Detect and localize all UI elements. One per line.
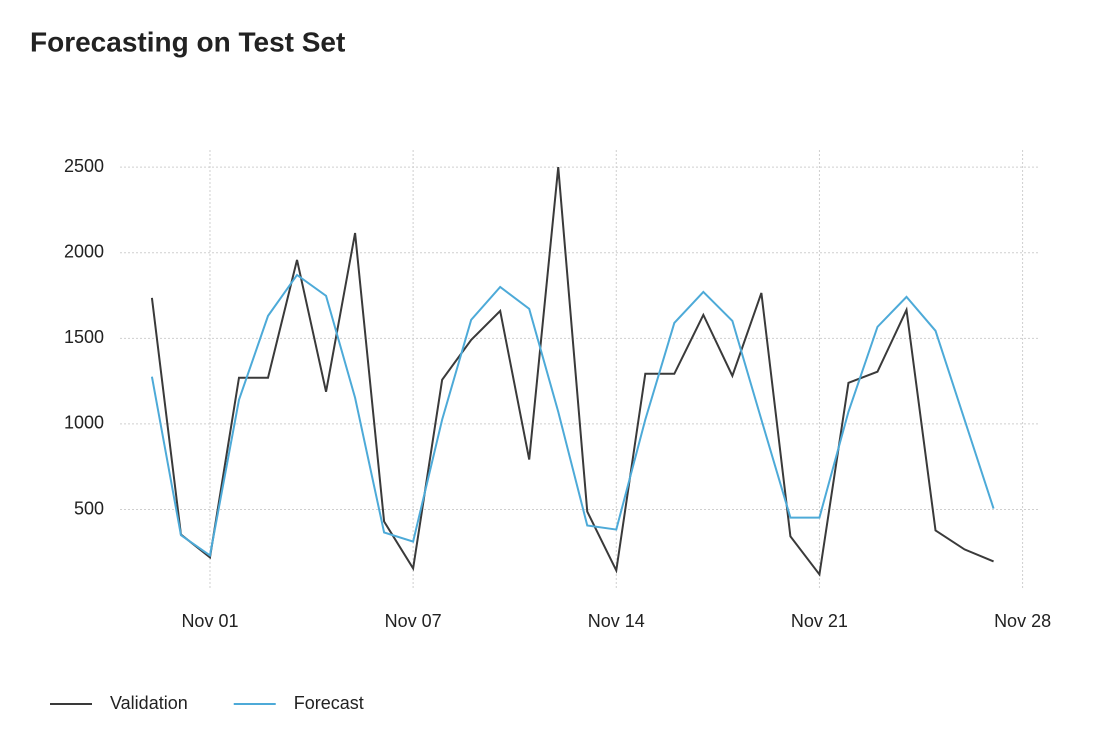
y-tick-label: 2000 [64,241,104,261]
y-tick-label: 500 [74,498,104,518]
line [150,273,995,558]
line [150,167,994,577]
legend-label: Forecast [294,693,364,713]
legend-label: Validation [110,693,188,713]
chart-title: Forecasting on Test Set [30,26,345,57]
y-tick-label: 2500 [64,156,104,176]
y-tick-label: 1000 [64,413,104,433]
y-tick-label: 1500 [64,327,104,347]
x-tick-label: Nov 28 [994,611,1051,631]
x-tick-label: Nov 21 [791,611,848,631]
x-tick-label: Nov 14 [588,611,645,631]
x-tick-label: Nov 07 [385,611,442,631]
x-tick-label: Nov 01 [181,611,238,631]
